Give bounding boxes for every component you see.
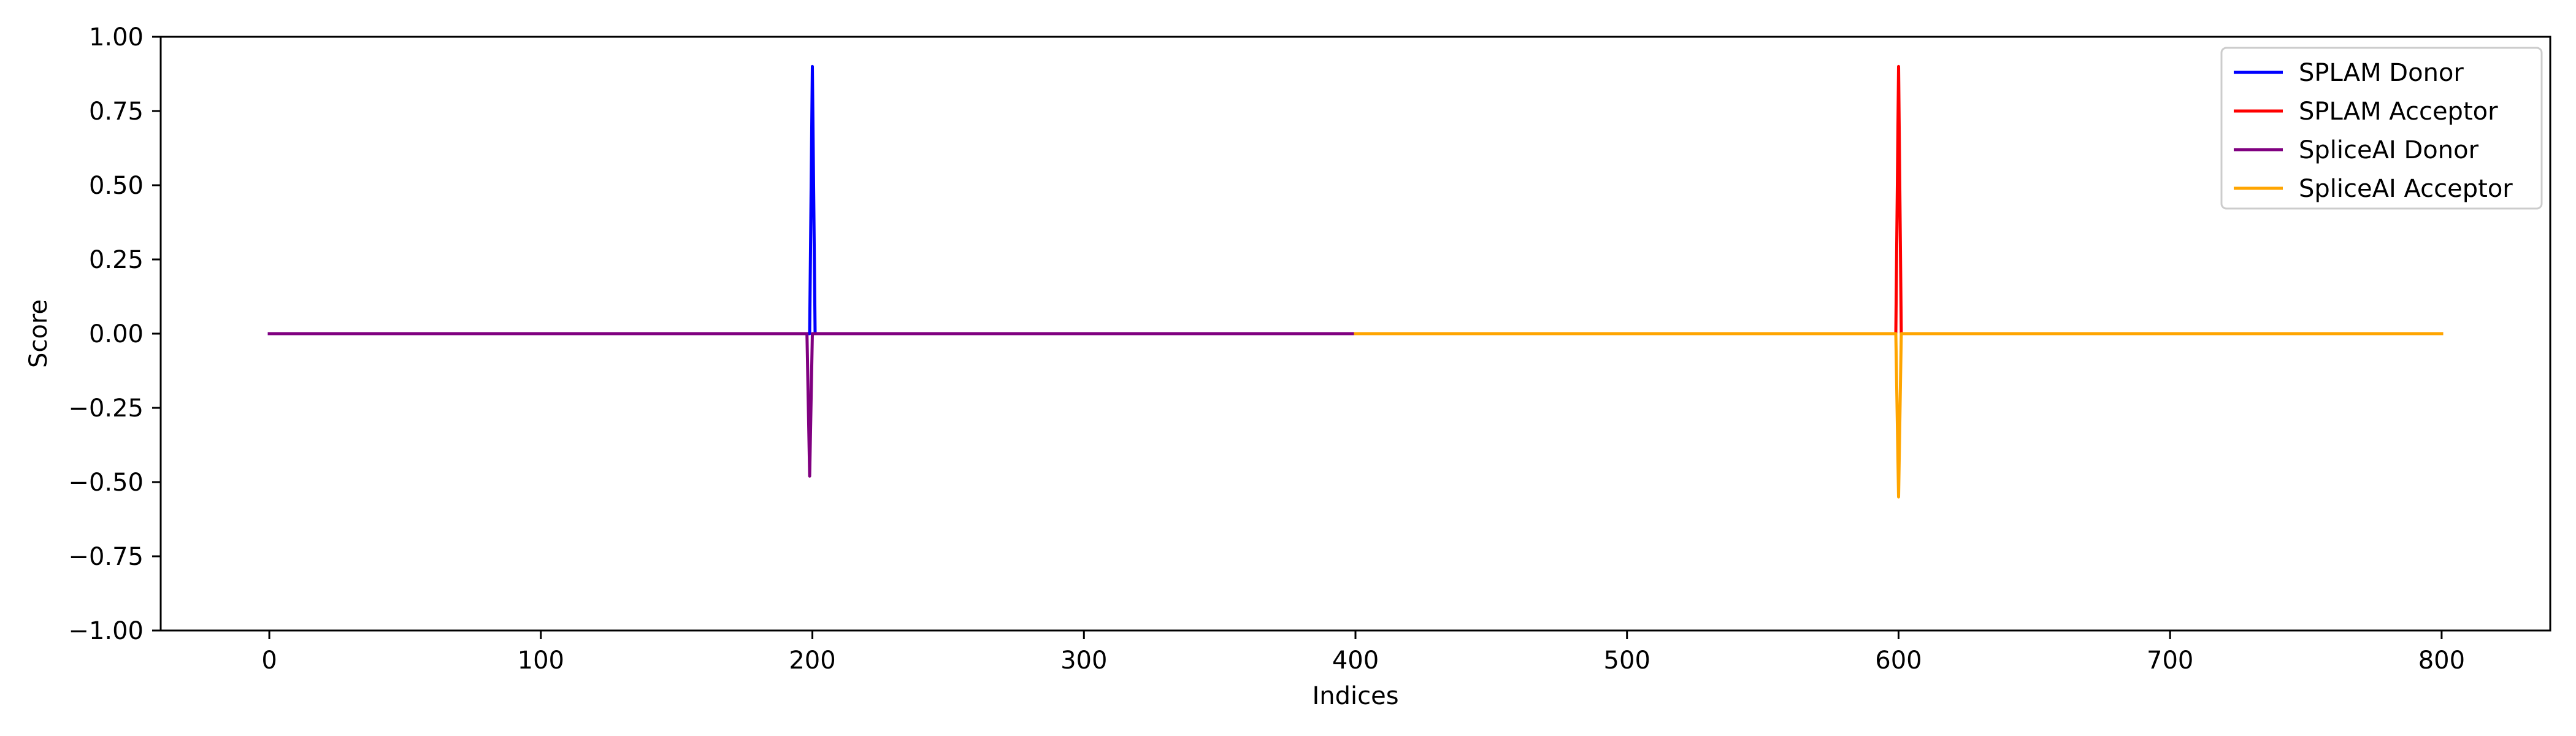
y-tick-label: −0.25 (68, 394, 144, 423)
y-tick-label: −0.50 (68, 469, 144, 497)
y-tick-label: 0.75 (89, 98, 144, 126)
x-tick-label: 200 (789, 646, 835, 675)
series-line-spliceai-acceptor (1354, 332, 2444, 499)
legend-label: SpliceAI Donor (2299, 136, 2479, 164)
y-tick-label: 0.00 (89, 320, 144, 348)
legend-label: SpliceAI Acceptor (2299, 175, 2513, 203)
x-tick-label: 600 (1875, 646, 1922, 675)
plot-lines (267, 64, 2444, 499)
y-tick-label: −1.00 (68, 617, 144, 645)
x-tick-label: 700 (2147, 646, 2193, 675)
x-axis-label: Indices (1312, 682, 1398, 710)
x-tick-label: 300 (1060, 646, 1107, 675)
y-axis-label: Score (25, 299, 53, 368)
legend: SPLAM Donor SPLAM Acceptor SpliceAI Donor S… (2220, 47, 2543, 210)
legend-label: SPLAM Acceptor (2299, 98, 2498, 126)
series-line-spliceai-donor (267, 332, 1357, 478)
y-tick-label: 0.50 (89, 172, 144, 200)
x-tick-label: 500 (1604, 646, 1650, 675)
x-tick-label: 0 (261, 646, 277, 675)
series-line-splam-donor (267, 64, 1357, 335)
y-tick-label: −0.75 (68, 543, 144, 571)
x-axis: 0 100 200 300 400 500 600 700 800 (261, 631, 2465, 675)
x-tick-label: 100 (518, 646, 564, 675)
x-tick-label: 800 (2418, 646, 2465, 675)
y-tick-label: 1.00 (89, 23, 144, 52)
legend-box (2220, 47, 2543, 210)
y-tick-label: 0.25 (89, 246, 144, 274)
y-axis: 1.00 0.75 0.50 0.25 0.00 −0.25 −0.50 −0.75 −1.00 (68, 23, 161, 645)
legend-label: SPLAM Donor (2299, 59, 2464, 87)
x-tick-label: 400 (1332, 646, 1379, 675)
